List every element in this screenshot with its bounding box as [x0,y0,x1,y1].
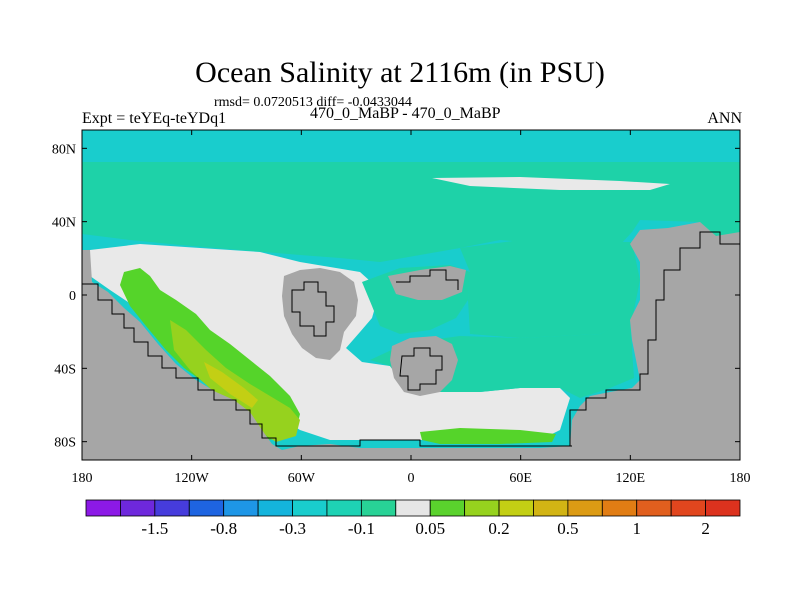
land-west [82,222,740,460]
x-tick-label: 120W [175,471,210,486]
colorbar-label: 2 [701,519,710,538]
y-tick-label: 40N [52,216,76,231]
colorbar-label: -0.3 [279,519,306,538]
coastline-south-edge [300,439,572,447]
season-label: ANN [707,110,742,127]
north-streak [432,177,670,190]
colorbar-swatch [223,499,259,517]
yellow-green-anomaly [170,320,300,442]
colorbar-swatch [498,499,534,517]
x-tick-label: 180 [72,471,93,486]
green-anomaly-south [420,428,556,444]
coastline-island [396,269,459,290]
colorbar-swatch [360,499,397,517]
colorbar-swatch [395,499,431,517]
colorbar-swatch [567,499,603,517]
colorbar-swatch [533,499,569,517]
coastlines [82,231,740,447]
y-tick-label: 80N [52,142,76,157]
x-tick-label: 0 [408,471,415,486]
x-tick-label: 120E [616,471,646,486]
colorbar-swatch [292,499,328,517]
colorbar-swatch [464,499,500,517]
x-tick-label: 60E [509,471,532,486]
colorbar-swatch [670,499,706,517]
colorbar-swatch [154,499,190,517]
colorbar-label: -1.5 [141,519,168,538]
coastline-central-north [291,281,335,337]
x-axis: 180 120W 60W 0 60E 120E 180 [72,130,751,486]
colorbar-label: -0.8 [210,519,237,538]
plot-title: Ocean Salinity at 2116m (in PSU) [195,56,605,89]
olive-anomaly [204,362,258,408]
y-tick-label: 0 [69,289,76,304]
y-tick-label: 40S [54,362,76,377]
y-axis: 80N 40N 0 40S 80S [52,142,740,451]
colorbar-label: 0.05 [415,519,445,538]
coastline-east [569,231,740,446]
coastline-west [82,283,300,447]
coastline-southern [399,347,443,391]
case-label: 470_0_MaBP - 470_0_MaBP [310,105,501,122]
colorbar-swatch [188,499,225,517]
colorbar-label: -0.1 [348,519,375,538]
colorbar-swatch [120,499,156,517]
stats-label: rmsd= 0.0720513 diff= -0.0433044 [214,95,412,110]
colorbar-label: 0.2 [488,519,509,538]
colorbar-swatch [257,499,293,517]
colorbar-swatch [601,499,638,517]
arctic-band [82,140,740,162]
land-masses [82,222,740,460]
colorbar-swatch [636,499,672,517]
colorbar-swatch [705,499,741,517]
colorbar-label: 1 [632,519,641,538]
land-southern [390,336,458,396]
colorbar-swatch [429,499,466,517]
experiment-label: Expt = teYEq-teYDq1 [82,110,227,127]
pacific-east-field [460,240,640,338]
land-central-north [282,268,358,360]
colorbar-swatch [326,499,362,517]
y-tick-label: 80S [54,436,76,451]
colorbar: -1.5 -0.8 -0.3 -0.1 0.05 0.2 0.5 1 2 [85,499,741,538]
x-tick-label: 180 [730,471,751,486]
map-field [82,130,740,460]
colorbar-label: 0.5 [557,519,578,538]
x-tick-label: 60W [288,471,316,486]
colorbar-swatch [85,499,121,517]
